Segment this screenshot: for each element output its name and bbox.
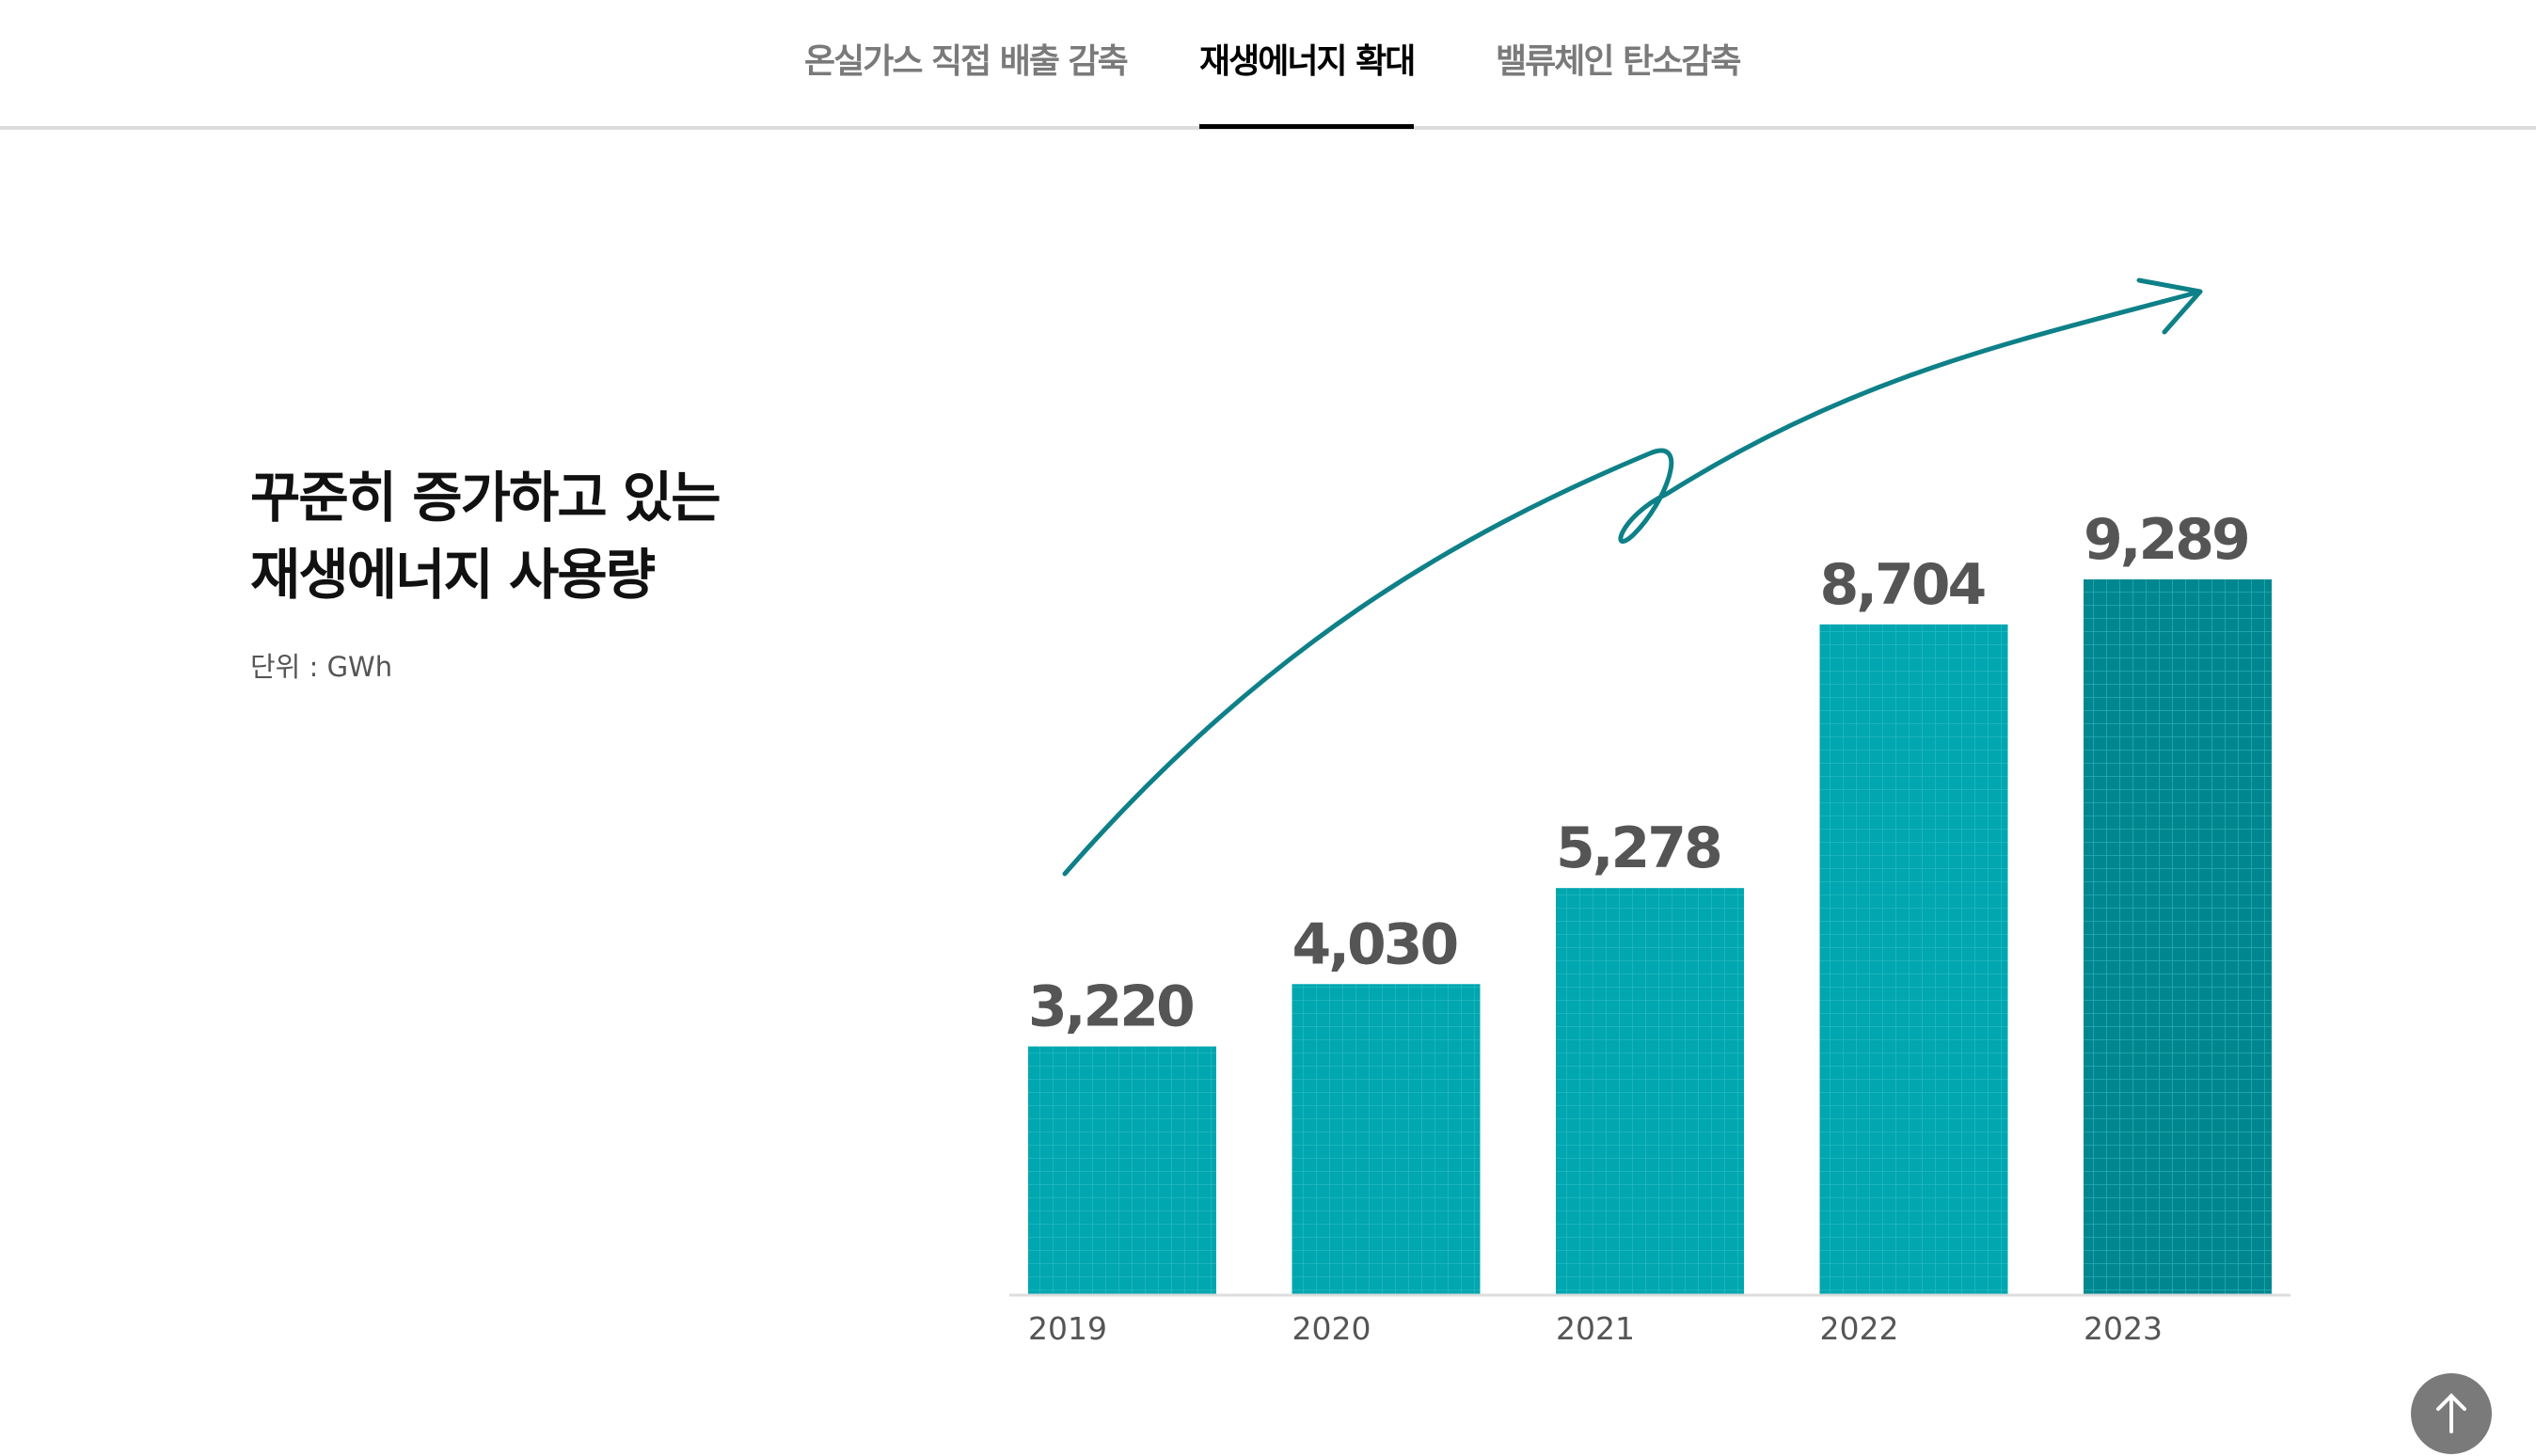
title-line-2: 재생에너지 사용량: [250, 543, 656, 607]
arrow-head-icon: [2136, 277, 2203, 335]
title-line-1: 꾸준히 증가하고 있는: [250, 466, 721, 530]
bar-grid-texture: [1292, 984, 1481, 1294]
x-tick-label: 2023: [2084, 1310, 2163, 1347]
bar-grid-texture: [1028, 1046, 1216, 1294]
x-tick-label: 2019: [1028, 1310, 1107, 1347]
x-tick-label: 2022: [1820, 1310, 1899, 1347]
tab-renewable[interactable]: 재생에너지 확대: [1199, 34, 1416, 129]
x-tick-label: 2021: [1556, 1310, 1635, 1347]
chart-title: 꾸준히 증가하고 있는 재생에너지 사용량: [250, 459, 721, 613]
tab-value-chain[interactable]: 밸류체인 탄소감축: [1496, 42, 1741, 81]
tab-bar: 온실가스 직접 배출 감축 재생에너지 확대 밸류체인 탄소감축: [0, 0, 2536, 130]
value-label: 3,220: [1028, 974, 1193, 1040]
value-label: 9,289: [2084, 507, 2248, 573]
scroll-top-button[interactable]: [2411, 1373, 2492, 1454]
bar-grid-texture: [2084, 579, 2272, 1294]
tab-ghg-direct[interactable]: 온실가스 직접 배출 감축: [804, 42, 1129, 81]
bar-grid-texture: [1819, 624, 2008, 1294]
x-tick-label: 2020: [1292, 1310, 1371, 1347]
unit-label: 단위 : GWh: [250, 651, 393, 683]
value-label: 8,704: [1820, 552, 1985, 618]
value-label: 5,278: [1556, 815, 1720, 881]
bar-grid-texture: [1556, 888, 1744, 1294]
value-label: 4,030: [1292, 911, 1457, 977]
trend-arrow: [1062, 289, 2203, 877]
arrow-up-icon: [2436, 1393, 2466, 1433]
